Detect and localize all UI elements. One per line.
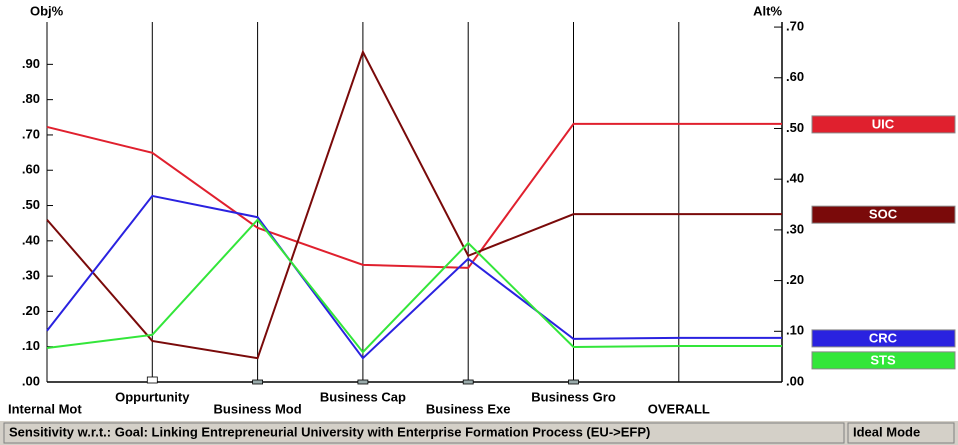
criterion-marker xyxy=(357,379,369,385)
legend-swatch xyxy=(811,329,956,348)
x-tick-label: Internal Mot xyxy=(8,401,82,416)
x-tick-label: OVERALL xyxy=(648,401,710,416)
y2-axis-label: Alt% xyxy=(753,3,782,18)
y-axis-label: Obj% xyxy=(30,3,64,18)
y2-tick-label: .10 xyxy=(786,323,804,338)
criterion-marker xyxy=(462,379,474,385)
legend-label: SOC xyxy=(869,207,898,222)
legend-swatch xyxy=(811,205,956,224)
x-tick-label: Business Gro xyxy=(531,389,616,404)
legend-swatch xyxy=(811,351,956,370)
criterion-marker xyxy=(568,379,579,385)
y2-tick-label: .70 xyxy=(786,19,804,34)
y2-tick-label: .50 xyxy=(786,120,804,135)
y-tick-label: .50 xyxy=(22,197,40,212)
legend-swatch xyxy=(811,115,956,134)
status-panel xyxy=(3,422,845,444)
y-tick-label: .80 xyxy=(22,91,40,106)
mode-panel xyxy=(847,422,955,444)
x-tick-label: Business Cap xyxy=(320,389,406,404)
y2-tick-label: .20 xyxy=(786,272,804,287)
y2-tick-label: .40 xyxy=(786,171,804,186)
y-tick-label: .20 xyxy=(22,303,40,318)
y-tick-label: .60 xyxy=(22,162,40,177)
criterion-marker xyxy=(252,379,264,385)
series-line xyxy=(46,218,782,354)
y2-tick-label: .60 xyxy=(786,69,804,84)
status-text: Sensitivity w.r.t.: Goal: Linking Entrep… xyxy=(9,424,650,439)
y-tick-label: .10 xyxy=(22,338,40,353)
mode-text: Ideal Mode xyxy=(853,424,920,439)
y2-tick-label: .00 xyxy=(786,373,804,388)
series-line xyxy=(46,122,782,269)
y-tick-label: .30 xyxy=(22,268,40,283)
y2-tick-label: .30 xyxy=(786,221,804,236)
y-tick-label: .40 xyxy=(22,232,40,247)
criterion-marker xyxy=(146,376,158,384)
x-tick-label: Business Exe xyxy=(426,401,511,416)
legend-label: UIC xyxy=(872,116,895,131)
x-tick-label: Business Mod xyxy=(214,401,302,416)
x-tick-label: Oppurtunity xyxy=(115,389,190,404)
legend-label: CRC xyxy=(869,330,898,345)
y-tick-label: .00 xyxy=(22,373,40,388)
y-tick-label: .70 xyxy=(22,126,40,141)
legend-label: STS xyxy=(870,352,896,367)
series-line xyxy=(46,194,782,360)
series-line xyxy=(46,49,782,360)
y-tick-label: .90 xyxy=(22,56,40,71)
